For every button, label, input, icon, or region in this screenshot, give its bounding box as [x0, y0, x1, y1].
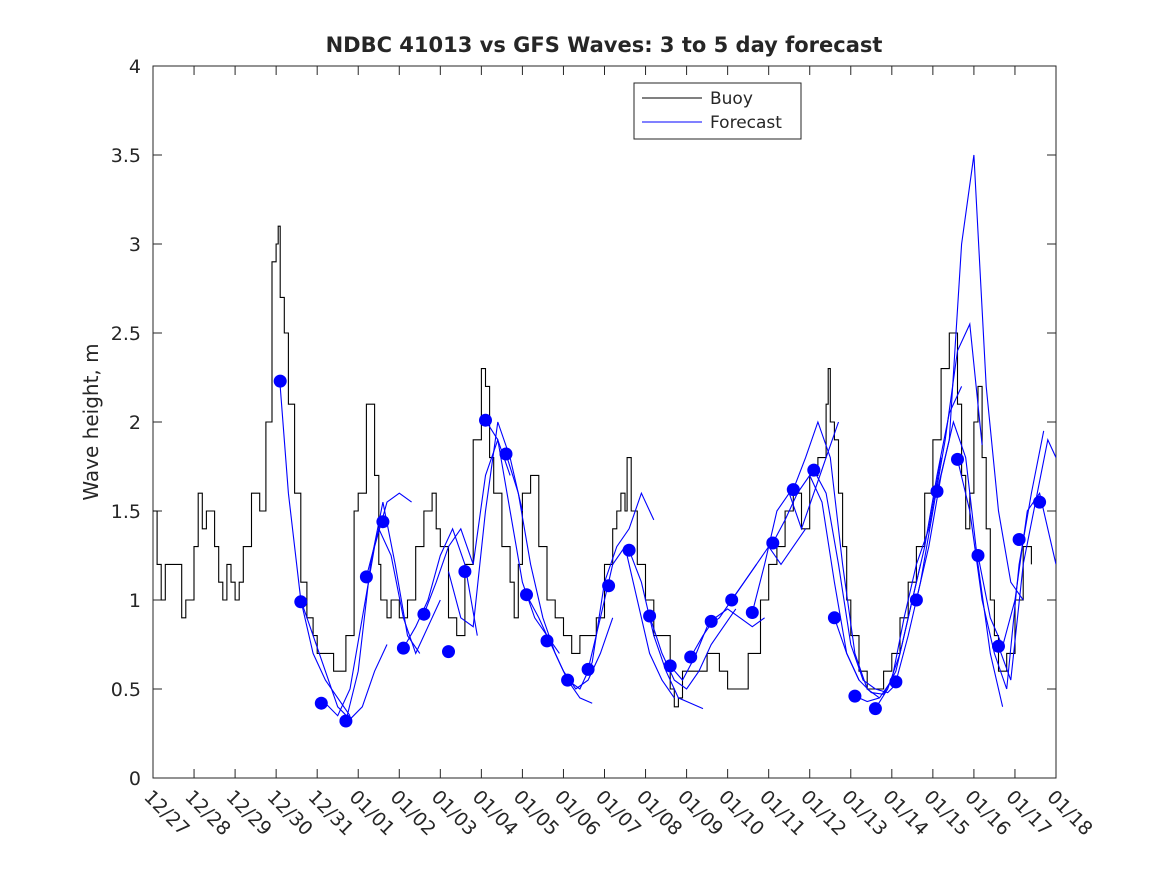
legend-entry-buoy: Buoy [710, 89, 753, 109]
forecast-point [499, 447, 513, 461]
forecast-point [868, 702, 882, 716]
forecast-point [889, 675, 903, 689]
forecast-point [725, 593, 739, 607]
forecast-point [479, 413, 492, 427]
forecast-point [643, 609, 657, 623]
forecast-point [827, 611, 841, 625]
forecast-point [581, 662, 595, 676]
forecast-series-line [915, 420, 1004, 707]
legend-entry-forecast: Forecast [710, 113, 782, 133]
forecast-point [396, 641, 410, 655]
chart-title: NDBC 41013 vs GFS Waves: 3 to 5 day fore… [326, 33, 883, 57]
forecast-point [376, 515, 390, 529]
y-tick-label: 4 [129, 56, 141, 78]
y-tick-label: 3.5 [111, 145, 141, 167]
forecast-point [1033, 495, 1047, 509]
forecast-point [786, 483, 800, 497]
forecast-series-line [345, 501, 421, 722]
forecast-point [745, 606, 759, 619]
forecast-point [992, 639, 1005, 653]
forecast-series-line [997, 438, 1056, 681]
forecast-point [540, 634, 554, 648]
forecast-series-line [895, 322, 983, 683]
forecast-series-line [587, 545, 675, 699]
legend-box [633, 82, 802, 140]
forecast-series-line [792, 420, 880, 699]
forecast-point [561, 673, 575, 687]
forecast-series-line [567, 491, 655, 690]
forecast-point [766, 536, 780, 550]
forecast-series-line [936, 154, 1024, 601]
forecast-series-line [365, 527, 441, 655]
forecast-series-line [402, 527, 478, 649]
y-tick-label: 0 [129, 768, 141, 790]
forecast-point [848, 689, 862, 703]
y-tick-label: 1 [129, 590, 141, 612]
forecast-point [622, 543, 636, 557]
forecast-point [951, 452, 964, 466]
y-tick-label: 2.5 [111, 323, 141, 345]
forecast-point [339, 714, 353, 728]
forecast-point [1012, 533, 1026, 546]
forecast-point [807, 463, 821, 477]
y-tick-label: 1.5 [111, 501, 141, 523]
forecast-series-line [279, 386, 351, 717]
y-tick-label: 2 [129, 412, 141, 434]
forecast-series-line [690, 608, 765, 658]
forecast-point [442, 645, 455, 659]
forecast-point [930, 484, 944, 498]
forecast-point [520, 588, 533, 602]
forecast-point [314, 696, 328, 710]
forecast-point [359, 570, 373, 584]
forecast-point [294, 595, 308, 609]
forecast-point [602, 579, 616, 593]
forecast-series-line [751, 421, 840, 613]
forecast-series-line [977, 491, 1056, 648]
forecast-point [273, 374, 287, 388]
forecast-point [663, 659, 677, 673]
buoy-series-line [153, 225, 1032, 708]
forecast-point [684, 650, 698, 664]
forecast-point [909, 593, 923, 607]
forecast-series-line [423, 438, 511, 615]
forecast-point [458, 565, 472, 578]
forecast-point [417, 607, 431, 621]
y-tick-label: 0.5 [111, 679, 141, 701]
forecast-series-line [628, 550, 704, 710]
forecast-series-line [300, 599, 388, 721]
forecast-series-line [956, 430, 1045, 690]
forecast-point [704, 614, 718, 628]
legend: Buoy Forecast [633, 82, 802, 140]
y-axis-label: Wave height, m [79, 343, 103, 500]
forecast-point [971, 549, 985, 562]
y-tick-label: 3 [129, 234, 141, 256]
forecast-series-line [772, 474, 860, 681]
forecast-series-line [649, 608, 737, 690]
